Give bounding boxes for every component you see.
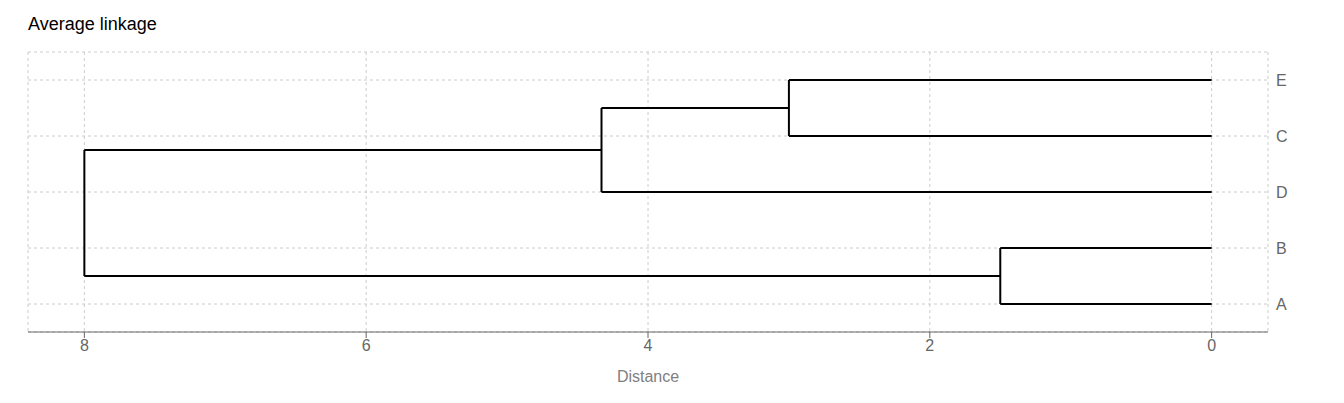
- svg-text:6: 6: [362, 337, 371, 354]
- svg-text:C: C: [1276, 128, 1288, 145]
- html-text:Average linkage: Average linkage: [28, 14, 157, 34]
- svg-text:8: 8: [80, 337, 89, 354]
- svg-text:E: E: [1276, 72, 1287, 89]
- svg-text:Distance: Distance: [617, 368, 679, 385]
- svg-text:D: D: [1276, 184, 1288, 201]
- svg-text:B: B: [1276, 240, 1287, 257]
- svg-text:4: 4: [644, 337, 653, 354]
- svg-text:A: A: [1276, 296, 1287, 313]
- svg-text:0: 0: [1207, 337, 1216, 354]
- svg-text:2: 2: [925, 337, 934, 354]
